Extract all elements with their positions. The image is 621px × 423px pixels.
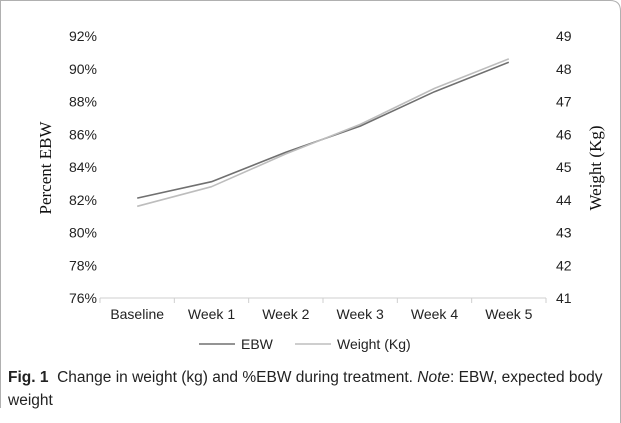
y-left-tick-label: 80% [69,225,97,241]
y-left-tick-label: 76% [69,290,97,306]
y-left-tick-label: 86% [69,126,97,142]
y-right-tick-label: 42 [556,257,572,273]
y-left-tick-label: 92% [69,28,97,44]
y-right-tick-label: 47 [556,94,572,110]
y-right-tick-label: 41 [556,290,572,306]
x-tick-label: Baseline [110,306,164,322]
x-tick-label: Week 2 [262,306,309,322]
legend-label: EBW [241,336,274,352]
y-right-tick-label: 46 [556,126,572,142]
caption-note-text: : EBW, expected body weight [8,369,603,409]
series-line-ebw [137,61,510,199]
y-axis-left-title: Percent EBW [36,121,55,215]
x-tick-label: Week 3 [337,306,384,322]
y-left-tick-label: 88% [69,94,97,110]
y-left-tick-label: 90% [69,61,97,77]
x-tick-label: Week 1 [188,306,235,322]
y-axis-right-title: Weight (Kg) [586,125,605,210]
y-right-tick-label: 45 [556,159,572,175]
caption-text: Change in weight (kg) and %EBW during tr… [57,369,413,386]
caption-figure-label: Fig. 1 [8,369,49,386]
left-axis-ticks: 76% 78% 80% 82% 84% 86% 88% 90% 92% [69,28,97,306]
y-right-tick-label: 48 [556,61,572,77]
y-right-tick-label: 49 [556,28,572,44]
y-left-tick-label: 84% [69,159,97,175]
figure-caption: Fig. 1 Change in weight (kg) and %EBW du… [8,366,608,412]
line-chart: 76% 78% 80% 82% 84% 86% 88% 90% 92% 41 42 43 44 45 46… [36,28,605,352]
y-left-tick-label: 78% [69,257,97,273]
series-line-weight-kg [136,58,510,208]
caption-note-label: Note [417,369,450,386]
x-axis-ticks: Baseline Week 1 Week 2 Week 3 Week 4 Week 5 [99,298,547,322]
y-left-tick-label: 82% [69,192,97,208]
x-tick-label: Week 5 [485,306,532,322]
right-axis-ticks: 41 42 43 44 45 46 47 48 49 [556,28,572,306]
y-right-tick-label: 43 [556,225,572,241]
legend-label: Weight (Kg) [337,336,411,352]
y-right-tick-label: 44 [556,192,572,208]
series-lines [136,58,510,208]
legend: EBW Weight (Kg) [199,336,411,352]
x-tick-label: Week 4 [411,306,458,322]
